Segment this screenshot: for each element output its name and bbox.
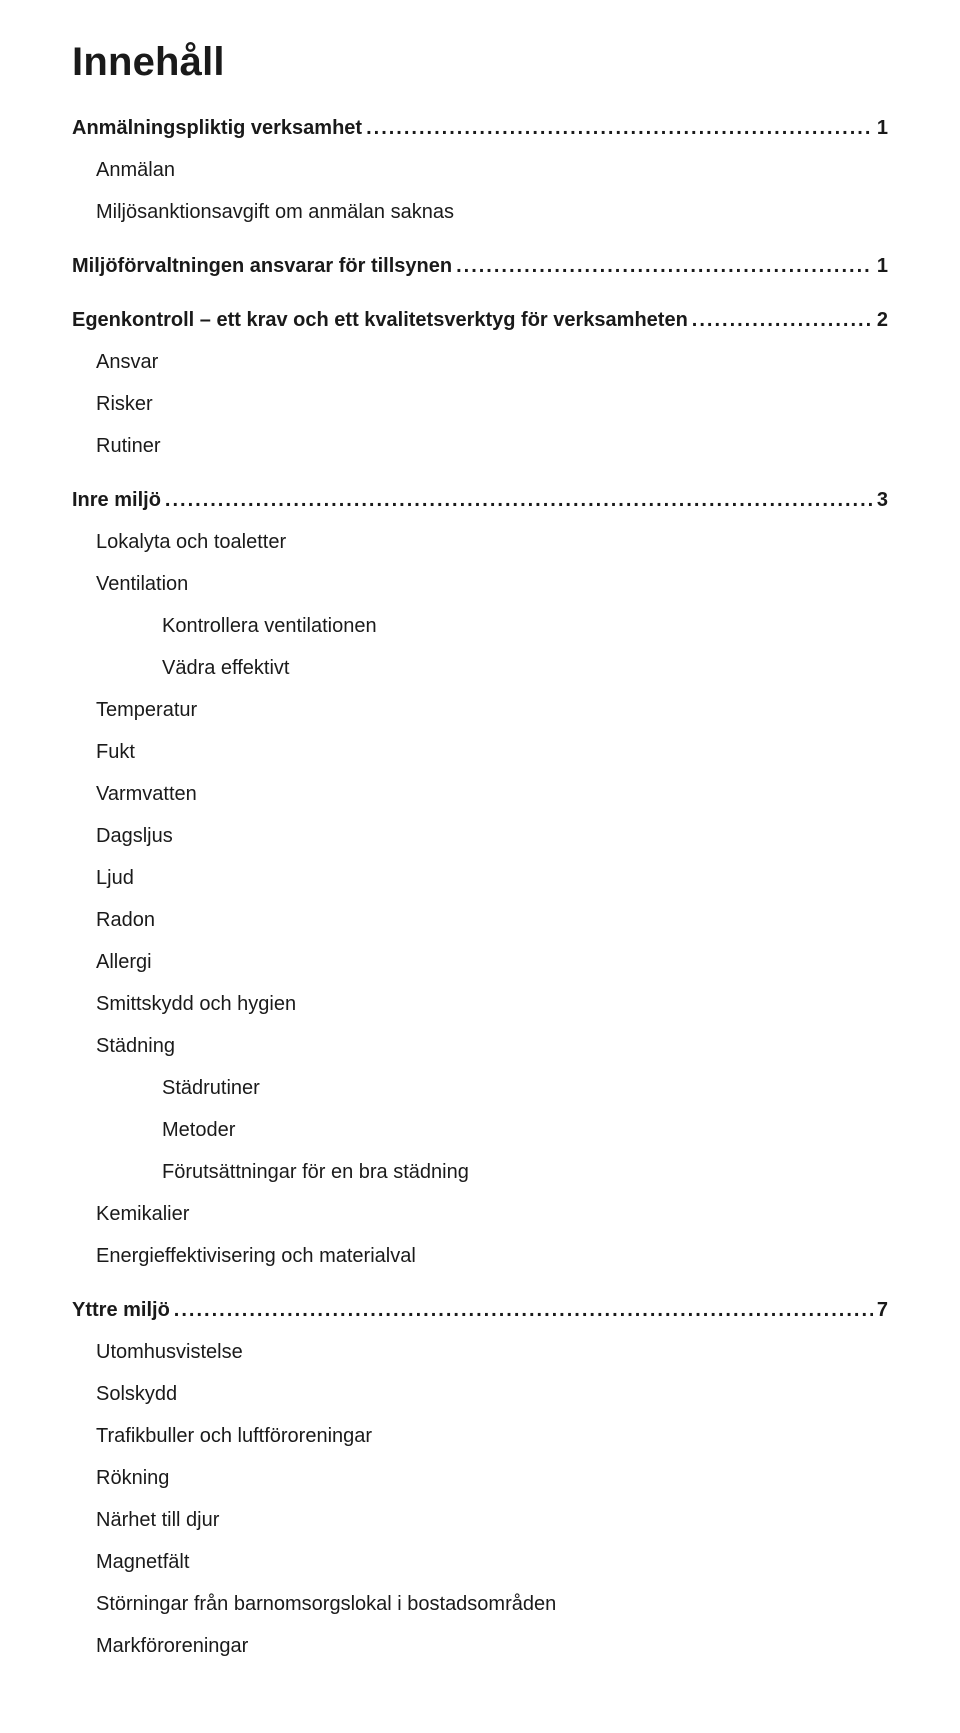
toc-subsubitem: Metoder [162, 1115, 888, 1145]
toc-leader [174, 1295, 873, 1325]
toc-subitem: Kemikalier [96, 1199, 888, 1229]
toc-section-page: 7 [877, 1295, 888, 1325]
toc-subitem: Energieffektivisering och materialval [96, 1241, 888, 1271]
toc-subitem: Ljud [96, 863, 888, 893]
page-title: Innehåll [72, 40, 888, 85]
toc-subsubitem: Vädra effektivt [162, 653, 888, 683]
toc-section-page: 3 [877, 485, 888, 515]
toc-subitem: Utomhusvistelse [96, 1337, 888, 1367]
toc-section: Egenkontroll – ett krav och ett kvalitet… [72, 305, 888, 335]
toc-section-label: Miljöförvaltningen ansvarar för tillsyne… [72, 251, 452, 281]
toc-subitem: Anmälan [96, 155, 888, 185]
toc-subitem: Ansvar [96, 347, 888, 377]
toc-subitem: Risker [96, 389, 888, 419]
toc-section-label: Inre miljö [72, 485, 161, 515]
toc-section-page: 1 [877, 113, 888, 143]
toc-subsubitem: Kontrollera ventilationen [162, 611, 888, 641]
toc-subitem: Städning [96, 1031, 888, 1061]
toc-subitem: Rökning [96, 1463, 888, 1493]
toc-section: Yttre miljö 7 [72, 1295, 888, 1325]
toc-section-label: Anmälningspliktig verksamhet [72, 113, 362, 143]
toc-subitem: Trafikbuller och luftföroreningar [96, 1421, 888, 1451]
toc-subitem: Lokalyta och toaletter [96, 527, 888, 557]
toc-subitem: Rutiner [96, 431, 888, 461]
toc-subitem: Allergi [96, 947, 888, 977]
toc-leader [366, 113, 873, 143]
toc-subitem: Dagsljus [96, 821, 888, 851]
toc-subitem: Radon [96, 905, 888, 935]
toc-subitem: Varmvatten [96, 779, 888, 809]
toc-subsubitem: Förutsättningar för en bra städning [162, 1157, 888, 1187]
toc-section-page: 1 [877, 251, 888, 281]
toc-subitem: Miljösanktionsavgift om anmälan saknas [96, 197, 888, 227]
toc-leader [692, 305, 873, 335]
toc-section-label: Yttre miljö [72, 1295, 170, 1325]
toc-section: Anmälningspliktig verksamhet 1 [72, 113, 888, 143]
toc-section: Inre miljö 3 [72, 485, 888, 515]
toc-section-page: 2 [877, 305, 888, 335]
toc-section: Miljöförvaltningen ansvarar för tillsyne… [72, 251, 888, 281]
toc-leader [456, 251, 873, 281]
toc-subitem: Störningar från barnomsorgslokal i bosta… [96, 1589, 888, 1619]
toc-subitem: Smittskydd och hygien [96, 989, 888, 1019]
toc-subitem: Ventilation [96, 569, 888, 599]
toc-subitem: Fukt [96, 737, 888, 767]
toc-subsubitem: Städrutiner [162, 1073, 888, 1103]
toc-section-label: Egenkontroll – ett krav och ett kvalitet… [72, 305, 688, 335]
toc-subitem: Magnetfält [96, 1547, 888, 1577]
toc-subitem: Närhet till djur [96, 1505, 888, 1535]
toc-subitem: Solskydd [96, 1379, 888, 1409]
toc-subitem: Temperatur [96, 695, 888, 725]
toc-leader [165, 485, 873, 515]
toc-subitem: Markföroreningar [96, 1631, 888, 1661]
